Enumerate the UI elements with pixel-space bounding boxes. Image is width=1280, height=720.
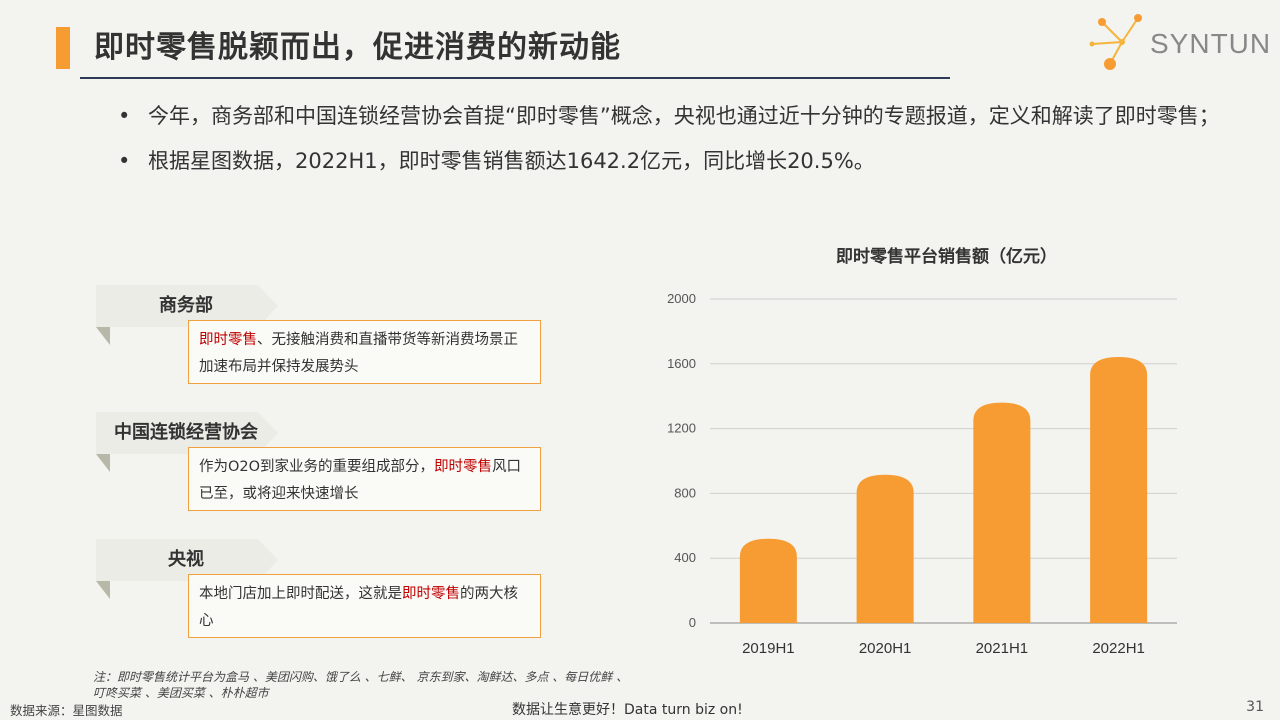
card-text-highlight: 即时零售	[402, 586, 460, 602]
y-tick-label: 2000	[667, 291, 696, 306]
card-text-segment: 的两大核心	[199, 586, 518, 629]
bullet-marker: •	[118, 149, 131, 173]
card-tab-shape	[96, 412, 278, 472]
page-title: 即时零售脱颖而出，促进消费的新动能	[94, 30, 621, 65]
y-tick-label: 400	[674, 550, 696, 565]
card-text-highlight: 即时零售	[434, 459, 493, 475]
card-text-segment: 本地门店加上即时配送，这就是	[199, 586, 402, 602]
bullet-item: • 今年，商务部和中国连锁经营协会首提“即时零售”概念，央视也通过近十分钟的专题…	[118, 100, 1238, 133]
bar-2021H1	[973, 402, 1031, 623]
card-text: 作为O2O到家业务的重要组成部分，即时零售风口已至，或将迎来快速增长	[188, 447, 541, 511]
x-tick-label: 2022H1	[1092, 640, 1145, 657]
card-text: 本地门店加上即时配送，这就是即时零售的两大核心	[188, 574, 541, 638]
title-divider	[80, 77, 950, 79]
card-cctv: 央视 本地门店加上即时配送，这就是即时零售的两大核心	[96, 539, 556, 643]
page-number: 31	[1246, 699, 1264, 715]
card-label: 央视	[168, 549, 204, 570]
x-tick-label: 2021H1	[976, 640, 1029, 657]
card-text-segment: 作为O2O到家业务的重要组成部分，	[199, 459, 435, 475]
data-source: 数据来源：星图数据	[10, 703, 123, 718]
syntun-logo-icon	[1089, 14, 1142, 70]
card-label: 商务部	[159, 295, 213, 316]
y-tick-label: 800	[674, 485, 696, 500]
bar-2020H1	[856, 474, 914, 623]
x-tick-label: 2019H1	[742, 640, 795, 657]
y-tick-label: 0	[689, 615, 696, 630]
card-ccfa: 中国连锁经营协会 作为O2O到家业务的重要组成部分，即时零售风口已至，或将迎来快…	[96, 412, 556, 516]
chart-title: 即时零售平台销售额（亿元）	[836, 247, 1057, 267]
card-text-highlight: 即时零售	[199, 332, 257, 348]
card-tab-shape	[96, 285, 278, 345]
bullet-item: • 根据星图数据，2022H1，即时零售销售额达1642.2亿元，同比增长20.…	[118, 145, 1238, 178]
y-tick-label: 1600	[667, 356, 696, 371]
card-text-segment: 、无接触消费和直播带货等新消费场景正加速布局并保持发展势头	[199, 332, 518, 375]
footnote: 注：即时零售统计平台为盒马 、美团闪购、饿了么 、七鲜、 京东到家、淘鲜达、多点…	[93, 670, 629, 700]
bar-chart: 0 400 800 1200 1600 2000 2019H1 2020H1 2021H1 202…	[667, 291, 1177, 657]
card-text: 即时零售、无接触消费和直播带货等新消费场景正加速布局并保持发展势头	[188, 320, 541, 384]
card-label: 中国连锁经营协会	[114, 422, 258, 443]
bar-2019H1	[739, 538, 797, 623]
card-text-segment: 风口已至，或将迎来快速增长	[199, 459, 522, 502]
bullet-text: 根据星图数据，2022H1，即时零售销售额达1642.2亿元，同比增长20.5%…	[148, 149, 875, 173]
bullet-marker: •	[118, 104, 131, 128]
bullet-text: 今年，商务部和中国连锁经营协会首提“即时零售”概念，央视也通过近十分钟的专题报道…	[148, 104, 1220, 128]
slogan: 数据让生意更好！Data turn biz on!	[512, 702, 743, 718]
x-tick-label: 2020H1	[859, 640, 912, 657]
source-cards: 商务部 即时零售、无接触消费和直播带货等新消费场景正加速布局并保持发展势头 中国…	[96, 285, 556, 665]
title-accent-bar	[56, 27, 70, 69]
card-ministry: 商务部 即时零售、无接触消费和直播带货等新消费场景正加速布局并保持发展势头	[96, 285, 556, 389]
bar-2022H1	[1090, 356, 1148, 623]
card-tab-shape	[96, 539, 278, 599]
y-tick-label: 1200	[667, 421, 696, 436]
logo-text: SYNTUN	[1150, 28, 1272, 59]
bullet-list: • 今年，商务部和中国连锁经营协会首提“即时零售”概念，央视也通过近十分钟的专题…	[118, 100, 1238, 190]
